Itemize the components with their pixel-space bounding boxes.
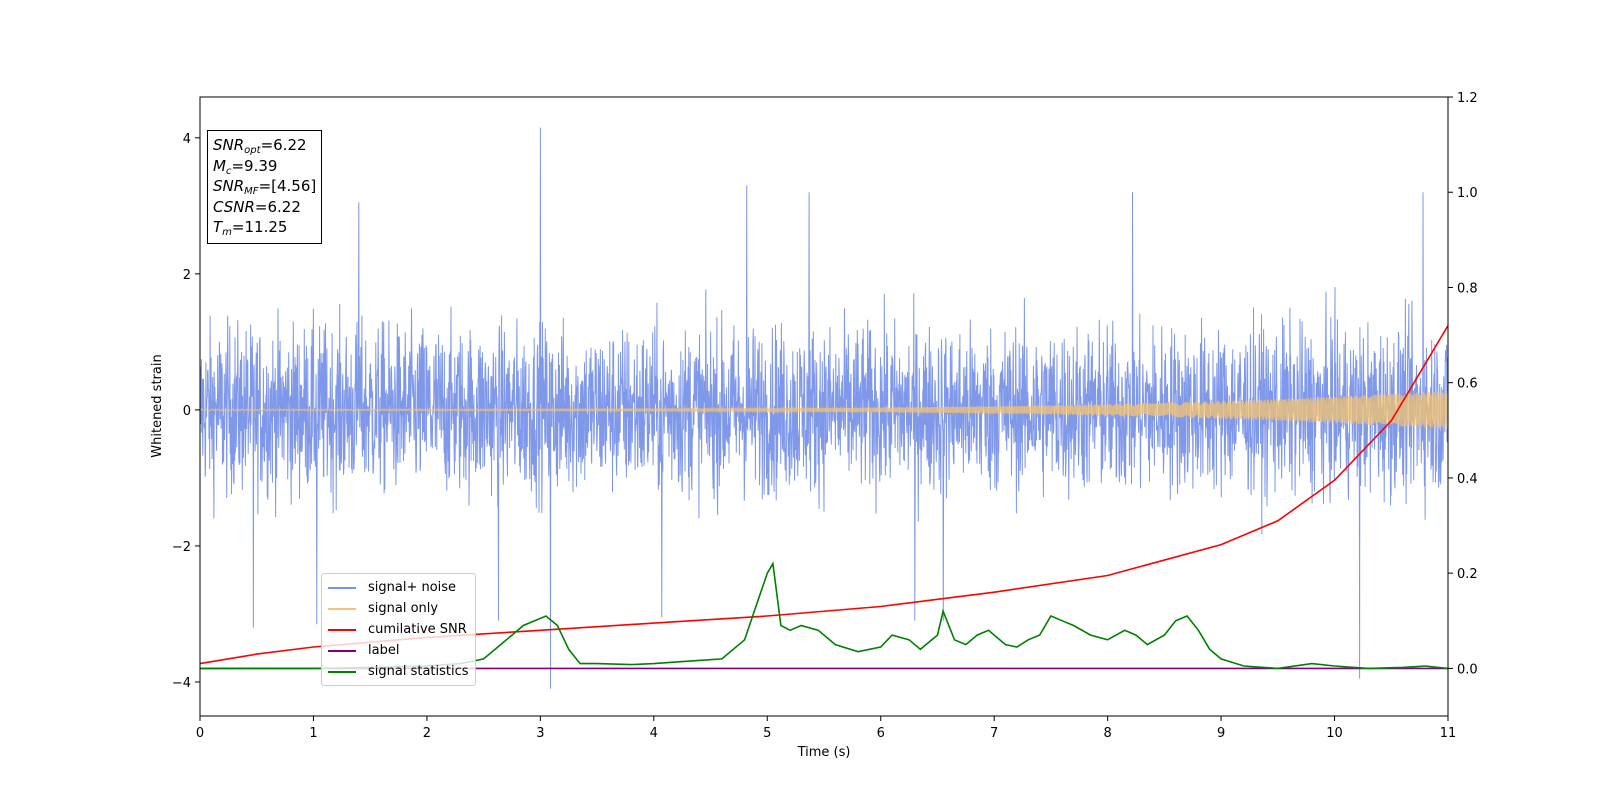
legend-item-cumulative-snr: cumilative SNR: [328, 619, 469, 640]
stat-snr-opt: SNRopt=6.22: [213, 136, 307, 156]
legend-item-signal-statistics: signal statistics: [328, 661, 469, 682]
stat-snr-mf: SNRMF=[4.56]: [213, 177, 317, 197]
y-axis-right: 0.0 0.2 0.4 0.6 0.8 1.0 1.2: [1448, 91, 1478, 677]
series-signal-noise: [200, 127, 1448, 689]
y-tick-label: −2: [172, 540, 191, 555]
stat-mc: Mc=9.39: [213, 156, 278, 177]
x-tick-label: 1: [309, 726, 317, 741]
legend-swatch: [328, 670, 356, 673]
plot-frame: [199, 96, 1449, 717]
y-tick-label: 0: [183, 404, 191, 419]
legend-item-signal-only: signal only: [328, 598, 469, 619]
series-signal-statistics: [200, 561, 1448, 670]
y-tick-label: 4: [183, 132, 191, 147]
x-axis: 0 1 2 3 4 5 6 7 8 9 10 11: [196, 716, 1456, 741]
x-tick-label: 6: [877, 726, 885, 741]
x-tick-label: 5: [763, 726, 771, 741]
x-tick-label: 0: [196, 726, 204, 741]
legend-swatch: [328, 607, 356, 610]
y2-tick-label: 0.4: [1457, 472, 1478, 487]
legend-swatch: [328, 586, 356, 589]
x-tick-label: 11: [1440, 726, 1457, 741]
y-axis-label: Whitened strain: [150, 354, 165, 457]
y2-tick-label: 0.8: [1457, 281, 1478, 296]
stat-csnr: CSNR=6.22: [213, 197, 301, 216]
legend-item-label: label: [328, 640, 469, 661]
y2-tick-label: 0.0: [1457, 662, 1478, 677]
y2-tick-label: 0.2: [1457, 567, 1478, 582]
legend: signal+ noise signal only cumilative SNR…: [321, 573, 476, 686]
x-tick-label: 8: [1103, 726, 1111, 741]
stat-tm: Tm=11.25: [213, 218, 288, 238]
stats-annotation-box: SNRopt=6.22 Mc=9.39 SNRMF=[4.56] CSNR=6.…: [207, 130, 323, 244]
y2-tick-label: 0.6: [1457, 377, 1478, 392]
y-axis-left: −4 −2 0 2 4: [172, 132, 200, 691]
y-tick-label: 2: [183, 268, 191, 283]
x-tick-label: 10: [1326, 726, 1343, 741]
x-tick-label: 4: [650, 726, 658, 741]
x-tick-label: 2: [423, 726, 431, 741]
legend-swatch: [328, 628, 356, 631]
y2-tick-label: 1.2: [1457, 91, 1478, 106]
legend-item-signal-noise: signal+ noise: [328, 577, 469, 598]
x-axis-label: Time (s): [797, 745, 851, 760]
y-tick-label: −4: [172, 676, 191, 691]
x-tick-label: 9: [1217, 726, 1225, 741]
x-tick-label: 3: [536, 726, 544, 741]
legend-swatch: [328, 649, 356, 652]
y2-tick-label: 1.0: [1457, 186, 1478, 201]
series-signal-only: [200, 391, 1448, 429]
x-tick-label: 7: [990, 726, 998, 741]
